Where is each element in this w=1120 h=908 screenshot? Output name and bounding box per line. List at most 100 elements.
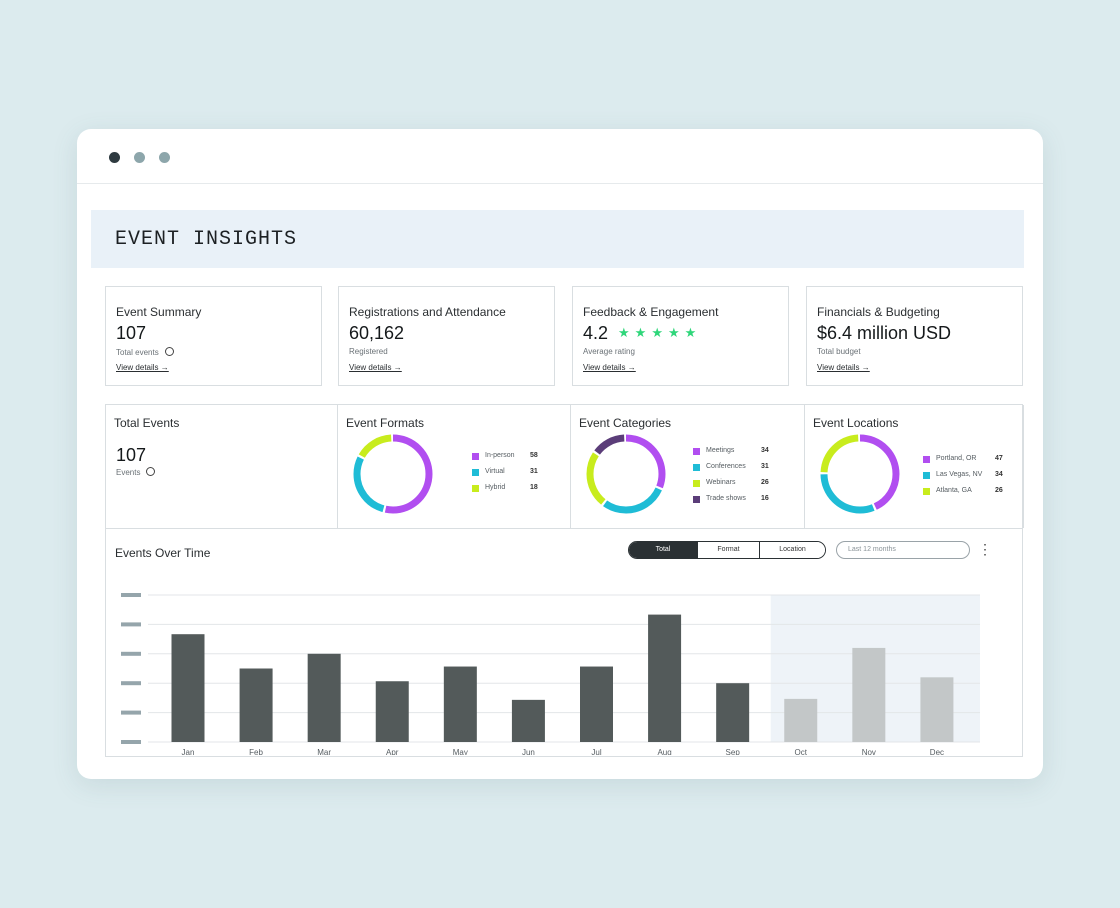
bar-jul[interactable] (580, 666, 613, 742)
legend-swatch (472, 453, 479, 460)
bar-sep[interactable] (716, 683, 750, 742)
card-feedback: Feedback & Engagement 4.2 ★★★★★ Average r… (572, 286, 789, 386)
x-tick-label: Jun (522, 748, 535, 755)
window-close-dot[interactable] (109, 152, 120, 163)
legend-label: Virtual (485, 468, 505, 475)
bar-oct[interactable] (784, 698, 818, 742)
bar-apr[interactable] (375, 681, 409, 742)
y-tick-mark (121, 622, 141, 627)
locations-donut-chart (820, 434, 900, 514)
view-details-link[interactable]: View details → (583, 363, 636, 372)
legend-swatch (472, 485, 479, 492)
legend-label: Hybrid (485, 484, 506, 491)
legend-value: 58 (530, 452, 538, 459)
x-tick-label: Sep (726, 748, 741, 755)
section-event-locations: Event Locations Portland, OR 47 Las Vegas,… (805, 405, 1024, 528)
x-tick-label: Aug (657, 748, 671, 755)
donut-slice-categories-1 (586, 434, 666, 514)
bar-jun[interactable] (511, 699, 545, 742)
legend-label: Webinars (706, 479, 736, 486)
events-over-time-bar-chart: Jan Feb Mar Apr May Jun Jul Aug Sep Oct Nov Dec (121, 593, 980, 755)
section-total-events: Total Events 107 Events (106, 405, 338, 528)
legend-swatch (693, 496, 700, 503)
section-subtitle: Events (116, 467, 156, 477)
view-details-link[interactable]: View details → (349, 363, 402, 372)
legend-swatch (693, 480, 700, 487)
app-window: EVENT INSIGHTS Event Summary 107 Total e… (77, 129, 1043, 779)
legend-swatch (693, 464, 700, 471)
rating-stars-icon: ★★★★★ (618, 325, 702, 340)
more-options-icon[interactable]: ⋮ (978, 541, 992, 557)
donut-slice-formats-0 (353, 434, 433, 514)
legend-label: Las Vegas, NV (936, 471, 983, 478)
card-financials: Financials & Budgeting $6.4 million USD … (806, 286, 1023, 386)
y-tick-mark (121, 681, 141, 686)
chart-title: Events Over Time (115, 546, 211, 560)
card-subtitle: Total budget (817, 347, 861, 356)
window-maximize-dot[interactable] (159, 152, 170, 163)
legend-value: 26 (761, 479, 769, 486)
legend-value: 31 (761, 463, 769, 470)
page-title: EVENT INSIGHTS (115, 228, 298, 251)
legend-label: Trade shows (706, 495, 746, 502)
legend-swatch (923, 456, 930, 463)
categories-donut-chart (586, 434, 666, 514)
card-subtitle: Total events (116, 347, 174, 357)
x-tick-label: Apr (386, 748, 399, 755)
segment-location[interactable]: Location (759, 542, 825, 558)
y-tick-mark (121, 740, 141, 744)
insights-panel: Total Events 107 Events Event Formats In… (105, 404, 1024, 757)
legend-value: 16 (761, 495, 769, 502)
section-title: Event Categories (579, 416, 672, 430)
card-title: Feedback & Engagement (583, 305, 719, 319)
window-minimize-dot[interactable] (134, 152, 145, 163)
view-details-link[interactable]: View details → (116, 363, 169, 372)
legend-swatch (923, 472, 930, 479)
legend-label: Meetings (706, 447, 735, 454)
bar-aug[interactable] (648, 614, 682, 742)
x-tick-label: Jul (591, 748, 601, 755)
bar-mar[interactable] (307, 653, 341, 742)
x-tick-label: May (453, 748, 468, 755)
y-tick-mark (121, 651, 141, 656)
x-tick-label: Nov (862, 748, 876, 755)
view-details-link[interactable]: View details → (817, 363, 870, 372)
x-tick-label: Jan (182, 748, 195, 755)
donut-slice-categories-2 (586, 434, 666, 514)
bar-may[interactable] (443, 666, 477, 742)
x-tick-label: Feb (249, 748, 263, 755)
legend-label: In-person (485, 452, 515, 459)
segment-total[interactable]: Total (629, 542, 697, 558)
donut-slice-categories-0 (586, 434, 666, 514)
formats-donut-chart (353, 434, 433, 514)
section-event-formats: Event Formats In-person 58 Virtual 31 Hybrid… (338, 405, 571, 528)
section-title: Total Events (114, 416, 180, 430)
y-tick-mark (121, 710, 141, 715)
card-value: 60,162 (349, 323, 405, 343)
section-title: Event Locations (813, 416, 899, 430)
card-value: 4.2 ★★★★★ (583, 323, 702, 343)
card-title: Financials & Budgeting (817, 305, 940, 319)
y-tick-mark (121, 593, 141, 597)
card-title: Registrations and Attendance (349, 305, 506, 319)
card-title: Event Summary (116, 305, 202, 319)
bar-nov[interactable] (852, 647, 886, 742)
donut-slice-locations-1 (820, 434, 900, 514)
donut-slice-formats-1 (353, 434, 433, 514)
legend-value: 26 (995, 487, 1003, 494)
section-event-categories: Event Categories Meetings 34 Conferences 31… (571, 405, 805, 528)
chart-view-segmented-control: Total Format Location (628, 541, 826, 559)
date-range-select[interactable]: Last 12 months (836, 541, 970, 559)
info-circle-icon (164, 347, 174, 356)
bar-feb[interactable] (239, 668, 273, 743)
card-event-summary: Event Summary 107 Total events View deta… (105, 286, 322, 386)
legend-label: Atlanta, GA (936, 487, 972, 494)
card-value: 107 (116, 323, 147, 343)
segment-format[interactable]: Format (697, 542, 759, 558)
bar-jan[interactable] (171, 634, 205, 742)
bar-dec[interactable] (920, 677, 954, 742)
legend-label: Portland, OR (936, 455, 977, 462)
legend-swatch (693, 448, 700, 455)
legend-value: 47 (995, 455, 1003, 462)
legend-swatch (472, 469, 479, 476)
